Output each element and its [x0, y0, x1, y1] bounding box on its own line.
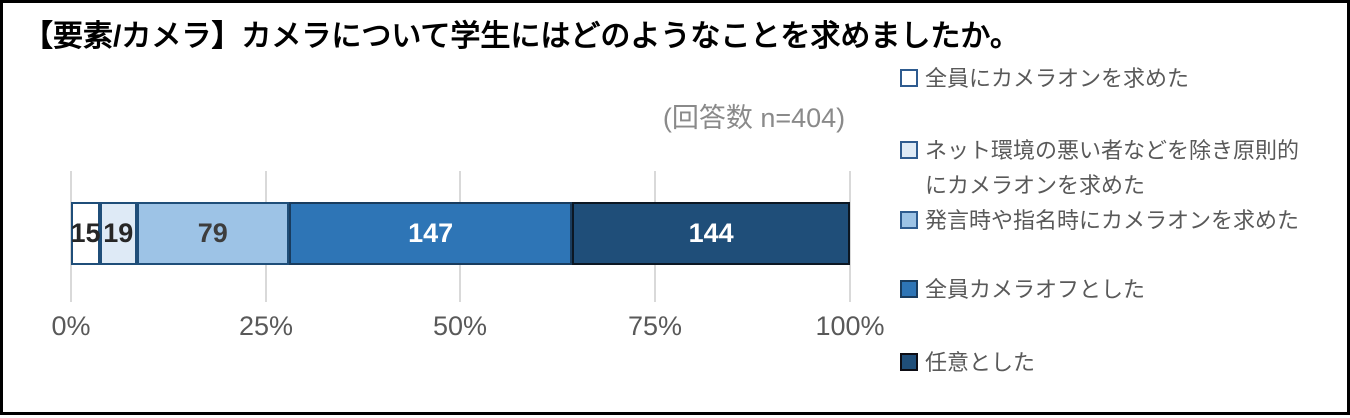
bar-segment-optional: 144: [572, 202, 850, 265]
x-axis-tick-25: 25%: [238, 311, 294, 341]
bar-segment-camera-on-when-speaking: 79: [136, 202, 289, 265]
x-axis-tick-0: 0%: [51, 311, 91, 341]
legend-label: 全員カメラオフとした: [925, 277, 1146, 302]
bar-segment-value: 19: [103, 218, 134, 248]
legend-swatch: [900, 69, 918, 87]
bar-segment-value: 144: [688, 218, 734, 248]
bar-segment-camera-on-except-bad-net: 19: [99, 202, 137, 265]
legend-item-camera-off-all: 全員カメラオフとした: [900, 272, 1145, 307]
gridline-100pct: [849, 171, 851, 302]
bar-segment-camera-off-all: 147: [288, 202, 573, 265]
legend-item-camera-on-except-bad-net: ネット環境の悪い者などを除き原則的 にカメラオンを求めた: [900, 133, 1299, 203]
legend-swatch: [900, 211, 918, 229]
response-count-note: (回答数 n=404): [662, 103, 846, 133]
bar-segment-value: 79: [197, 218, 228, 248]
bar-segment-value: 15: [70, 218, 101, 248]
legend-item-camera-on-all: 全員にカメラオンを求めた: [900, 61, 1189, 96]
legend: 全員にカメラオンを求めた ネット環境の悪い者などを除き原則的 にカメラオンを求め…: [900, 3, 1350, 418]
x-axis-tick-75: 75%: [627, 311, 683, 341]
bar-segment-value: 147: [408, 218, 454, 248]
legend-label: 全員にカメラオンを求めた: [925, 66, 1190, 91]
page-title: 【要素/カメラ】カメラについて学生にはどのようなことを求めましたか。: [23, 20, 1020, 53]
legend-label: 任意とした: [925, 350, 1036, 375]
plot-area: 15 19 79 147 144 0% 25% 50% 75% 100%: [3, 3, 903, 418]
legend-item-camera-on-when-speaking: 発言時や指名時にカメラオンを求めた: [900, 203, 1299, 238]
legend-label: 発言時や指名時にカメラオンを求めた: [925, 208, 1300, 233]
legend-swatch: [900, 280, 918, 298]
legend-item-optional: 任意とした: [900, 345, 1035, 380]
stacked-bar: 15 19 79 147 144: [70, 202, 850, 265]
legend-label: ネット環境の悪い者などを除き原則的 にカメラオンを求めた: [925, 138, 1300, 198]
legend-swatch: [900, 353, 918, 371]
x-axis-tick-100: 100%: [815, 311, 885, 341]
bar-segment-camera-on-all: 15: [70, 202, 101, 265]
x-axis-tick-50: 50%: [432, 311, 488, 341]
legend-swatch: [900, 141, 918, 159]
